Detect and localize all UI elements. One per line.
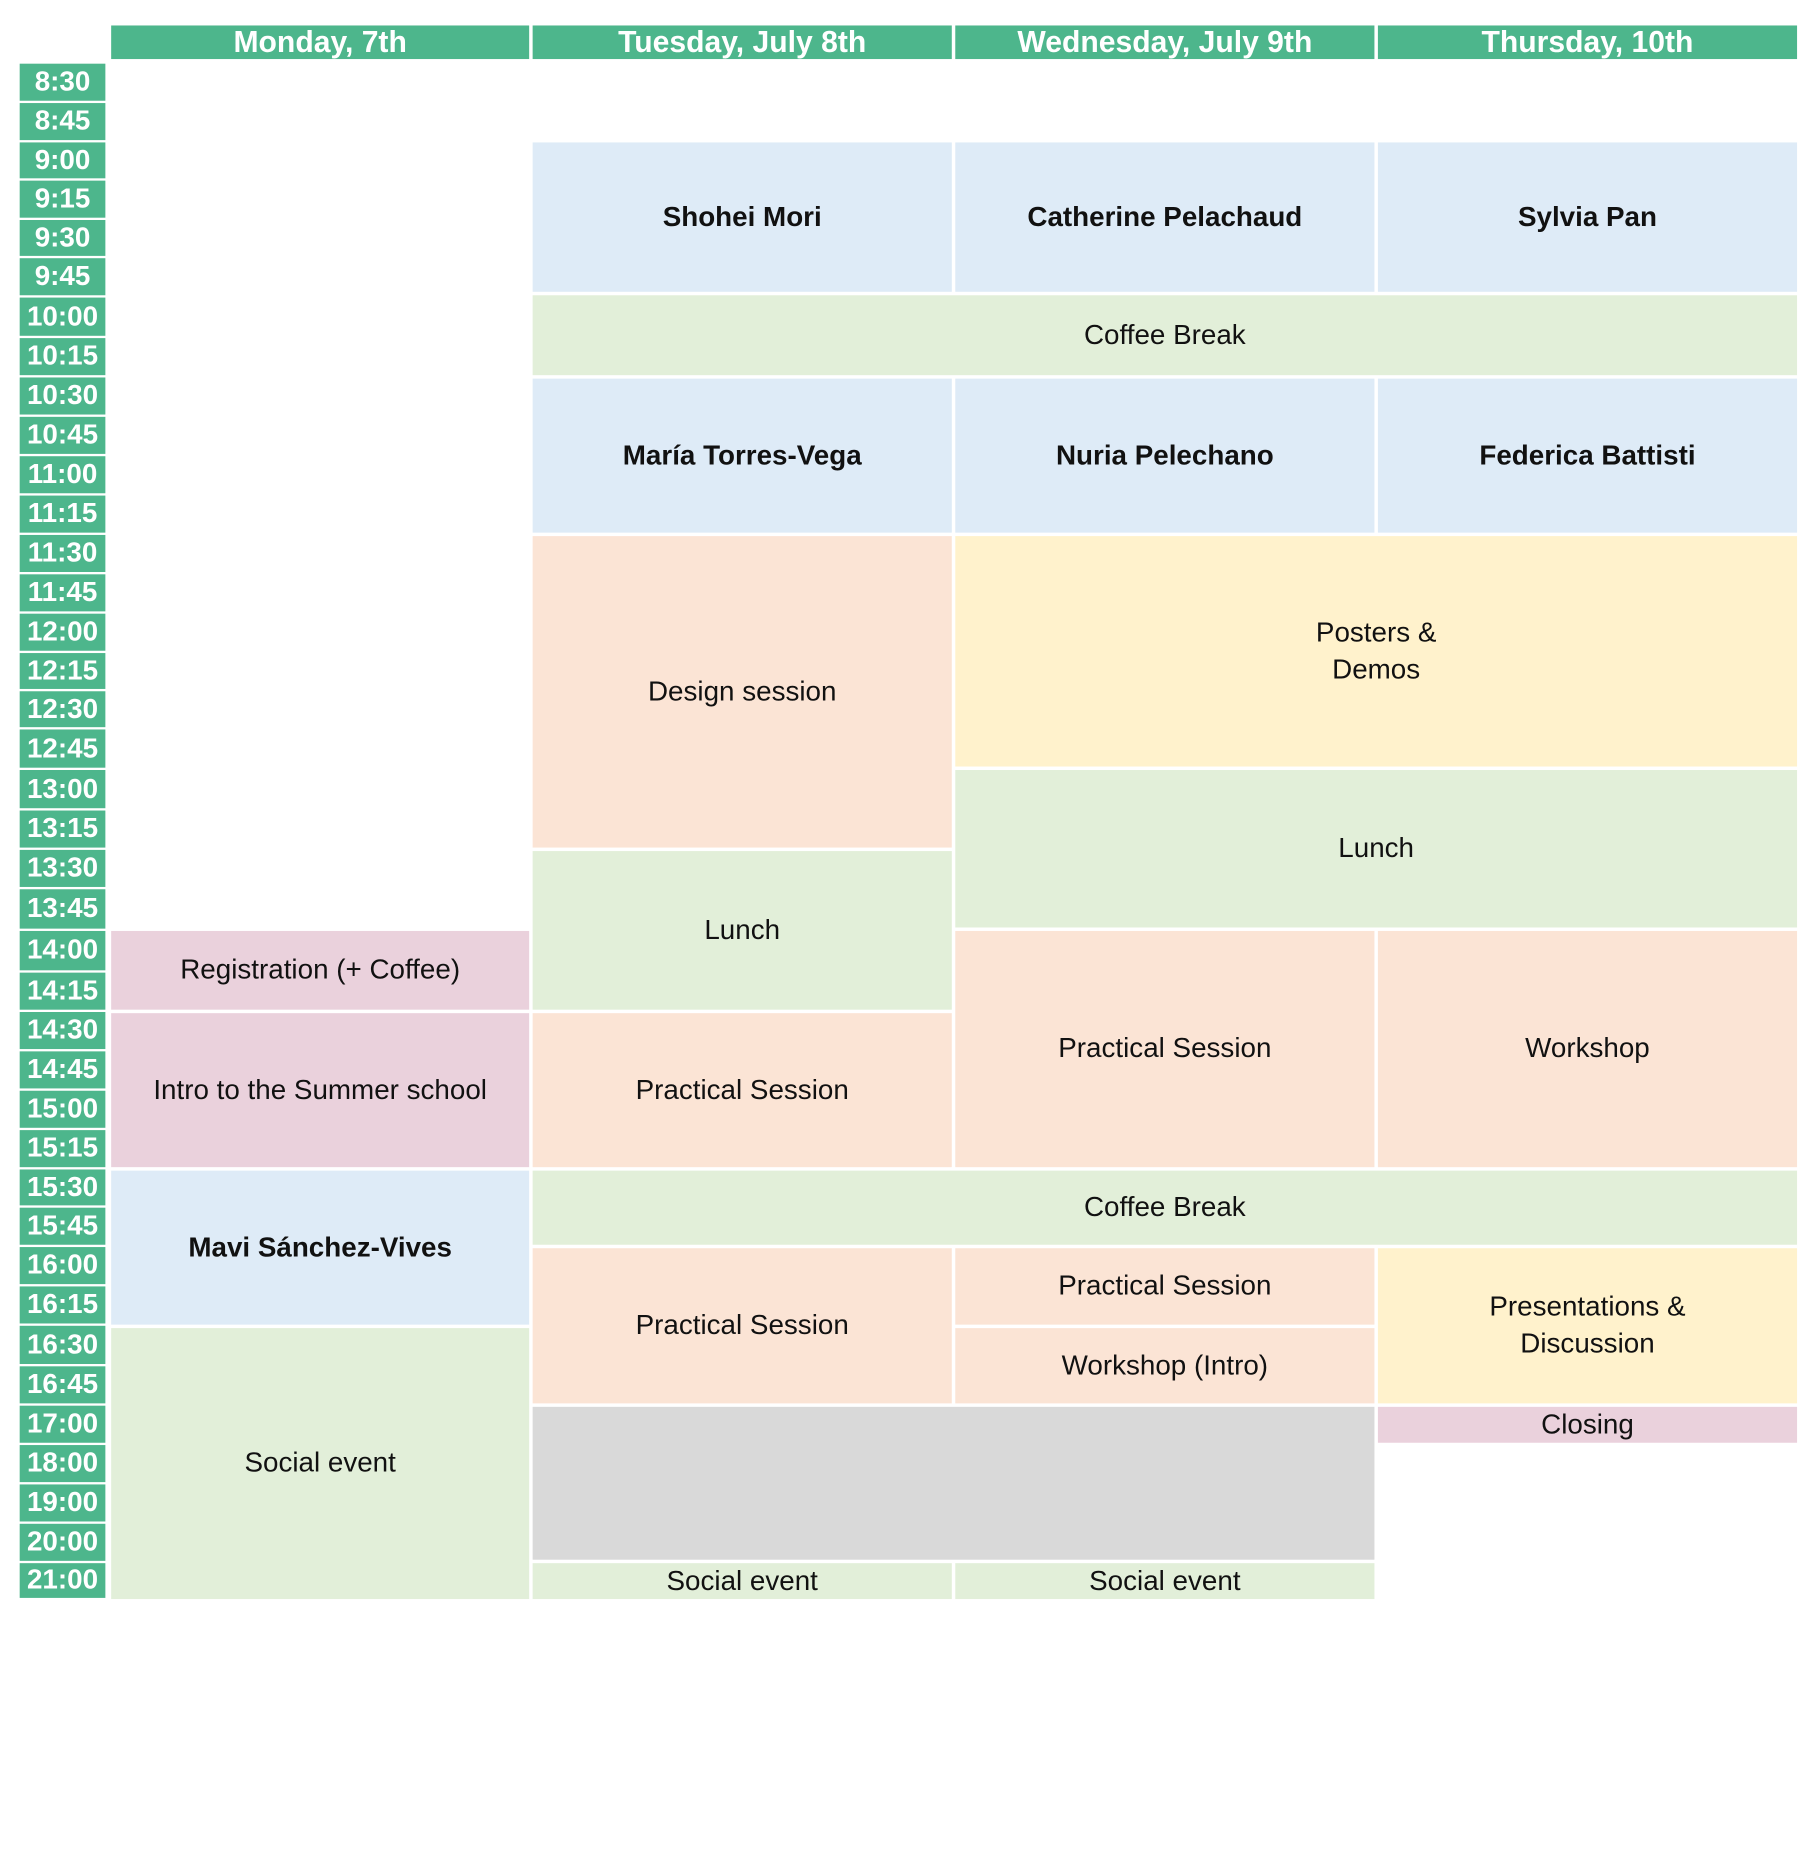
keynote-thursday-2: Federica Battisti (1377, 378, 1798, 533)
time-label: 13:45 (19, 889, 106, 929)
time-label: 11:45 (19, 574, 106, 612)
day-header-thursday: Thursday, 10th (1377, 24, 1798, 60)
time-label: 14:45 (19, 1051, 106, 1089)
keynote-wednesday-2: Nuria Pelechano (955, 378, 1375, 533)
day-header-wednesday: Wednesday, July 9th (955, 24, 1375, 60)
event-practical-tuesday-2: Practical Session (532, 1248, 952, 1404)
event-posters-demos: Posters & Demos (955, 536, 1798, 767)
event-lunch-wed-thu: Lunch (955, 770, 1798, 928)
event-coffee-break-morning: Coffee Break (532, 295, 1798, 376)
event-social-monday: Social event (111, 1328, 530, 1600)
time-label: 15:00 (19, 1090, 106, 1128)
time-label: 15:45 (19, 1207, 106, 1245)
time-label: 16:15 (19, 1286, 106, 1324)
time-label: 20:00 (19, 1523, 106, 1561)
event-lunch-tuesday: Lunch (532, 851, 952, 1010)
time-label: 19:00 (19, 1484, 106, 1522)
time-label: 18:00 (19, 1445, 106, 1483)
event-design-session: Design session (532, 536, 952, 848)
time-label: 21:00 (19, 1563, 106, 1598)
day-header-monday: Monday, 7th (111, 24, 530, 60)
time-label: 12:45 (19, 729, 106, 768)
time-label: 17:00 (19, 1405, 106, 1443)
time-label: 9:15 (19, 180, 106, 218)
event-workshop-intro: Workshop (Intro) (955, 1328, 1375, 1404)
day-header-tuesday: Tuesday, July 8th (532, 24, 952, 60)
event-social-wednesday: Social event (955, 1563, 1375, 1600)
time-label: 14:30 (19, 1012, 106, 1050)
event-coffee-break-afternoon: Coffee Break (532, 1170, 1798, 1245)
time-label: 13:30 (19, 849, 106, 887)
event-practical-wednesday-2: Practical Session (955, 1248, 1375, 1325)
event-practical-tuesday-1: Practical Session (532, 1013, 952, 1168)
keynote-monday: Mavi Sánchez-Vives (111, 1170, 530, 1325)
time-label: 8:30 (19, 63, 106, 101)
time-label: 11:30 (19, 534, 106, 573)
empty-evening-block (532, 1406, 1375, 1560)
time-label: 14:15 (19, 972, 106, 1010)
event-intro-summer-school: Intro to the Summer school (111, 1013, 530, 1168)
time-label: 10:45 (19, 416, 106, 454)
time-label: 12:30 (19, 691, 106, 728)
event-registration: Registration (+ Coffee) (111, 930, 530, 1010)
time-label: 10:15 (19, 338, 106, 376)
keynote-wednesday-1: Catherine Pelachaud (955, 142, 1375, 292)
time-label: 15:15 (19, 1130, 106, 1168)
keynote-tuesday-2: María Torres-Vega (532, 378, 952, 533)
time-label: 14:00 (19, 930, 106, 971)
time-label: 9:45 (19, 258, 106, 296)
keynote-tuesday-1: Shohei Mori (532, 142, 952, 292)
keynote-thursday-1: Sylvia Pan (1377, 142, 1798, 292)
time-label: 16:45 (19, 1366, 106, 1404)
time-label: 8:45 (19, 103, 106, 141)
time-label: 15:30 (19, 1169, 106, 1206)
time-label: 10:30 (19, 377, 106, 415)
time-label: 12:00 (19, 613, 106, 651)
time-label: 11:15 (19, 495, 106, 533)
event-social-tuesday: Social event (532, 1563, 952, 1600)
time-label: 9:00 (19, 142, 106, 179)
time-label: 16:30 (19, 1325, 106, 1365)
time-label: 12:15 (19, 653, 106, 689)
time-label: 9:30 (19, 220, 106, 256)
event-presentations-discussion: Presentations & Discussion (1377, 1248, 1798, 1404)
time-label: 13:00 (19, 770, 106, 809)
time-label: 10:00 (19, 297, 106, 336)
time-label: 13:15 (19, 810, 106, 848)
time-label: 11:00 (19, 456, 106, 494)
event-practical-wednesday-1: Practical Session (955, 930, 1375, 1168)
time-label: 16:00 (19, 1247, 106, 1285)
event-workshop-thursday: Workshop (1377, 930, 1798, 1168)
event-closing: Closing (1377, 1406, 1798, 1443)
